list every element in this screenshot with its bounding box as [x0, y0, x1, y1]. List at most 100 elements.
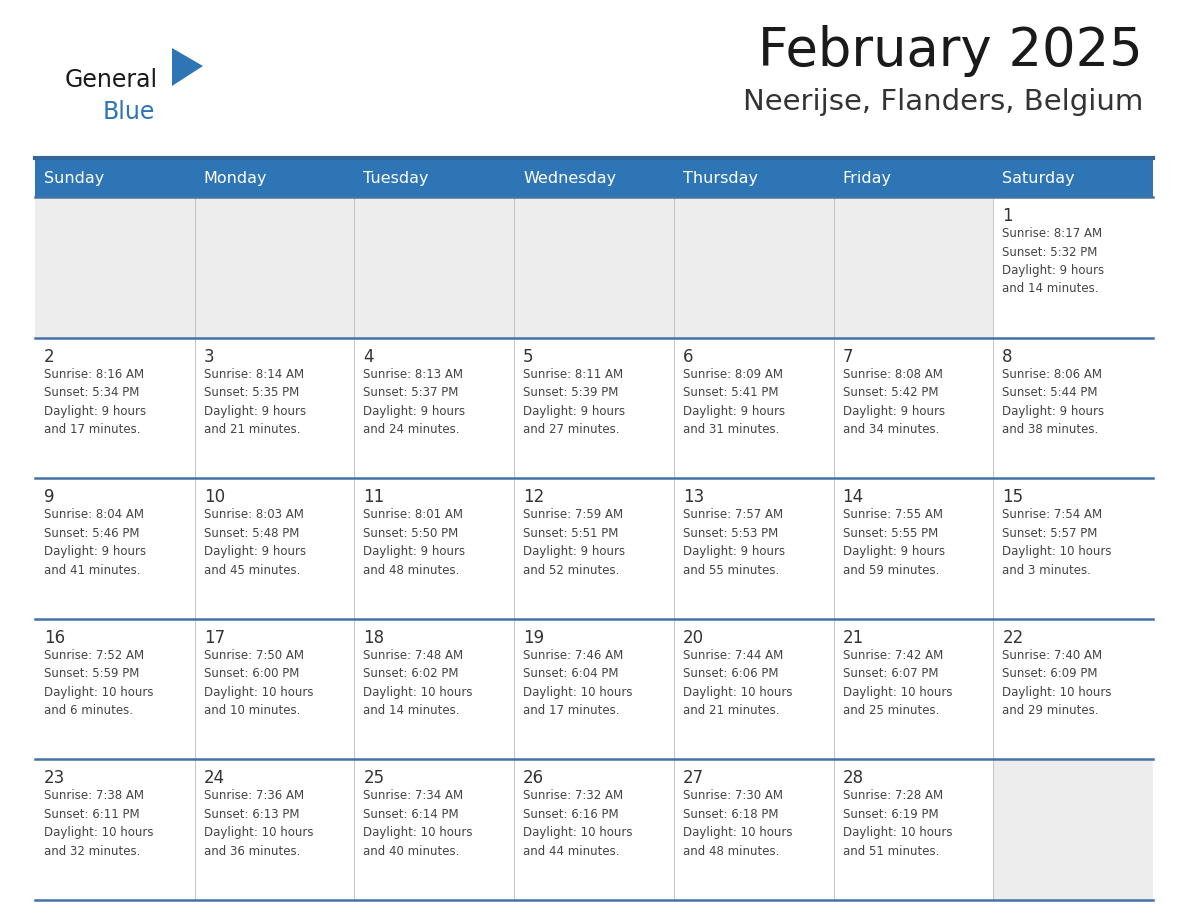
- Text: Sunrise: 7:52 AM
Sunset: 5:59 PM
Daylight: 10 hours
and 6 minutes.: Sunrise: 7:52 AM Sunset: 5:59 PM Dayligh…: [44, 649, 153, 717]
- Text: 3: 3: [203, 348, 214, 365]
- Bar: [354, 759, 514, 900]
- Text: Thursday: Thursday: [683, 171, 758, 185]
- Text: Sunrise: 8:11 AM
Sunset: 5:39 PM
Daylight: 9 hours
and 27 minutes.: Sunrise: 8:11 AM Sunset: 5:39 PM Dayligh…: [523, 367, 625, 436]
- Bar: [834, 619, 993, 759]
- Text: Sunrise: 7:50 AM
Sunset: 6:00 PM
Daylight: 10 hours
and 10 minutes.: Sunrise: 7:50 AM Sunset: 6:00 PM Dayligh…: [203, 649, 314, 717]
- Text: Sunrise: 8:14 AM
Sunset: 5:35 PM
Daylight: 9 hours
and 21 minutes.: Sunrise: 8:14 AM Sunset: 5:35 PM Dayligh…: [203, 367, 305, 436]
- Text: General: General: [65, 68, 158, 92]
- Text: 5: 5: [523, 348, 533, 365]
- Bar: [34, 159, 195, 197]
- Bar: [674, 478, 834, 619]
- Text: Sunrise: 7:34 AM
Sunset: 6:14 PM
Daylight: 10 hours
and 40 minutes.: Sunrise: 7:34 AM Sunset: 6:14 PM Dayligh…: [364, 789, 473, 858]
- Bar: [34, 338, 195, 478]
- Text: 24: 24: [203, 769, 225, 788]
- Bar: [34, 197, 195, 338]
- Text: Tuesday: Tuesday: [364, 171, 429, 185]
- Bar: [195, 478, 354, 619]
- Text: Sunrise: 8:16 AM
Sunset: 5:34 PM
Daylight: 9 hours
and 17 minutes.: Sunrise: 8:16 AM Sunset: 5:34 PM Dayligh…: [44, 367, 146, 436]
- Text: Sunrise: 7:42 AM
Sunset: 6:07 PM
Daylight: 10 hours
and 25 minutes.: Sunrise: 7:42 AM Sunset: 6:07 PM Dayligh…: [842, 649, 952, 717]
- Bar: [514, 338, 674, 478]
- Bar: [674, 159, 834, 197]
- Text: Neerijse, Flanders, Belgium: Neerijse, Flanders, Belgium: [742, 88, 1143, 116]
- Bar: [514, 759, 674, 900]
- Text: 16: 16: [44, 629, 65, 647]
- Text: Sunrise: 8:17 AM
Sunset: 5:32 PM
Daylight: 9 hours
and 14 minutes.: Sunrise: 8:17 AM Sunset: 5:32 PM Dayligh…: [1003, 227, 1105, 296]
- Text: Sunrise: 7:36 AM
Sunset: 6:13 PM
Daylight: 10 hours
and 36 minutes.: Sunrise: 7:36 AM Sunset: 6:13 PM Dayligh…: [203, 789, 314, 858]
- Text: Sunrise: 8:08 AM
Sunset: 5:42 PM
Daylight: 9 hours
and 34 minutes.: Sunrise: 8:08 AM Sunset: 5:42 PM Dayligh…: [842, 367, 944, 436]
- Text: 14: 14: [842, 488, 864, 506]
- Text: 2: 2: [44, 348, 55, 365]
- Text: Blue: Blue: [103, 100, 156, 124]
- Bar: [354, 619, 514, 759]
- Text: 11: 11: [364, 488, 385, 506]
- Text: Sunrise: 7:32 AM
Sunset: 6:16 PM
Daylight: 10 hours
and 44 minutes.: Sunrise: 7:32 AM Sunset: 6:16 PM Dayligh…: [523, 789, 633, 858]
- Text: Sunrise: 8:04 AM
Sunset: 5:46 PM
Daylight: 9 hours
and 41 minutes.: Sunrise: 8:04 AM Sunset: 5:46 PM Dayligh…: [44, 509, 146, 577]
- Bar: [34, 478, 195, 619]
- Bar: [674, 338, 834, 478]
- Text: 1: 1: [1003, 207, 1013, 225]
- Text: Sunrise: 7:40 AM
Sunset: 6:09 PM
Daylight: 10 hours
and 29 minutes.: Sunrise: 7:40 AM Sunset: 6:09 PM Dayligh…: [1003, 649, 1112, 717]
- Bar: [993, 759, 1154, 900]
- Text: 17: 17: [203, 629, 225, 647]
- Text: Sunrise: 8:06 AM
Sunset: 5:44 PM
Daylight: 9 hours
and 38 minutes.: Sunrise: 8:06 AM Sunset: 5:44 PM Dayligh…: [1003, 367, 1105, 436]
- Text: Sunday: Sunday: [44, 171, 105, 185]
- Bar: [993, 197, 1154, 338]
- Bar: [514, 197, 674, 338]
- Bar: [354, 159, 514, 197]
- Text: 12: 12: [523, 488, 544, 506]
- Text: Sunrise: 7:28 AM
Sunset: 6:19 PM
Daylight: 10 hours
and 51 minutes.: Sunrise: 7:28 AM Sunset: 6:19 PM Dayligh…: [842, 789, 952, 858]
- Text: 4: 4: [364, 348, 374, 365]
- Text: Sunrise: 7:38 AM
Sunset: 6:11 PM
Daylight: 10 hours
and 32 minutes.: Sunrise: 7:38 AM Sunset: 6:11 PM Dayligh…: [44, 789, 153, 858]
- Text: 25: 25: [364, 769, 385, 788]
- Bar: [514, 619, 674, 759]
- Text: Sunrise: 7:57 AM
Sunset: 5:53 PM
Daylight: 9 hours
and 55 minutes.: Sunrise: 7:57 AM Sunset: 5:53 PM Dayligh…: [683, 509, 785, 577]
- Bar: [674, 619, 834, 759]
- Bar: [674, 197, 834, 338]
- Text: Wednesday: Wednesday: [523, 171, 617, 185]
- Text: 8: 8: [1003, 348, 1013, 365]
- Bar: [834, 759, 993, 900]
- Text: 6: 6: [683, 348, 694, 365]
- Text: 20: 20: [683, 629, 704, 647]
- Bar: [993, 619, 1154, 759]
- Text: 21: 21: [842, 629, 864, 647]
- Bar: [993, 159, 1154, 197]
- Bar: [834, 338, 993, 478]
- Bar: [354, 478, 514, 619]
- Bar: [34, 759, 195, 900]
- Bar: [195, 619, 354, 759]
- Text: Saturday: Saturday: [1003, 171, 1075, 185]
- Bar: [674, 759, 834, 900]
- Text: 28: 28: [842, 769, 864, 788]
- Bar: [993, 478, 1154, 619]
- Bar: [993, 338, 1154, 478]
- Bar: [834, 159, 993, 197]
- Text: Sunrise: 7:30 AM
Sunset: 6:18 PM
Daylight: 10 hours
and 48 minutes.: Sunrise: 7:30 AM Sunset: 6:18 PM Dayligh…: [683, 789, 792, 858]
- Bar: [34, 619, 195, 759]
- Text: Sunrise: 7:48 AM
Sunset: 6:02 PM
Daylight: 10 hours
and 14 minutes.: Sunrise: 7:48 AM Sunset: 6:02 PM Dayligh…: [364, 649, 473, 717]
- Text: Sunrise: 8:01 AM
Sunset: 5:50 PM
Daylight: 9 hours
and 48 minutes.: Sunrise: 8:01 AM Sunset: 5:50 PM Dayligh…: [364, 509, 466, 577]
- Bar: [514, 478, 674, 619]
- Bar: [834, 197, 993, 338]
- Text: Monday: Monday: [203, 171, 267, 185]
- Bar: [195, 338, 354, 478]
- Text: 9: 9: [44, 488, 55, 506]
- Bar: [354, 338, 514, 478]
- Text: Sunrise: 7:44 AM
Sunset: 6:06 PM
Daylight: 10 hours
and 21 minutes.: Sunrise: 7:44 AM Sunset: 6:06 PM Dayligh…: [683, 649, 792, 717]
- Bar: [195, 197, 354, 338]
- Text: Sunrise: 8:03 AM
Sunset: 5:48 PM
Daylight: 9 hours
and 45 minutes.: Sunrise: 8:03 AM Sunset: 5:48 PM Dayligh…: [203, 509, 305, 577]
- Text: 13: 13: [683, 488, 704, 506]
- Text: 22: 22: [1003, 629, 1024, 647]
- Text: 18: 18: [364, 629, 385, 647]
- Text: Sunrise: 7:55 AM
Sunset: 5:55 PM
Daylight: 9 hours
and 59 minutes.: Sunrise: 7:55 AM Sunset: 5:55 PM Dayligh…: [842, 509, 944, 577]
- Text: 27: 27: [683, 769, 704, 788]
- Bar: [195, 159, 354, 197]
- Bar: [514, 159, 674, 197]
- Text: 19: 19: [523, 629, 544, 647]
- Text: 15: 15: [1003, 488, 1023, 506]
- Text: 10: 10: [203, 488, 225, 506]
- Text: Sunrise: 7:46 AM
Sunset: 6:04 PM
Daylight: 10 hours
and 17 minutes.: Sunrise: 7:46 AM Sunset: 6:04 PM Dayligh…: [523, 649, 633, 717]
- Text: February 2025: February 2025: [758, 25, 1143, 77]
- Text: 7: 7: [842, 348, 853, 365]
- Text: Sunrise: 7:54 AM
Sunset: 5:57 PM
Daylight: 10 hours
and 3 minutes.: Sunrise: 7:54 AM Sunset: 5:57 PM Dayligh…: [1003, 509, 1112, 577]
